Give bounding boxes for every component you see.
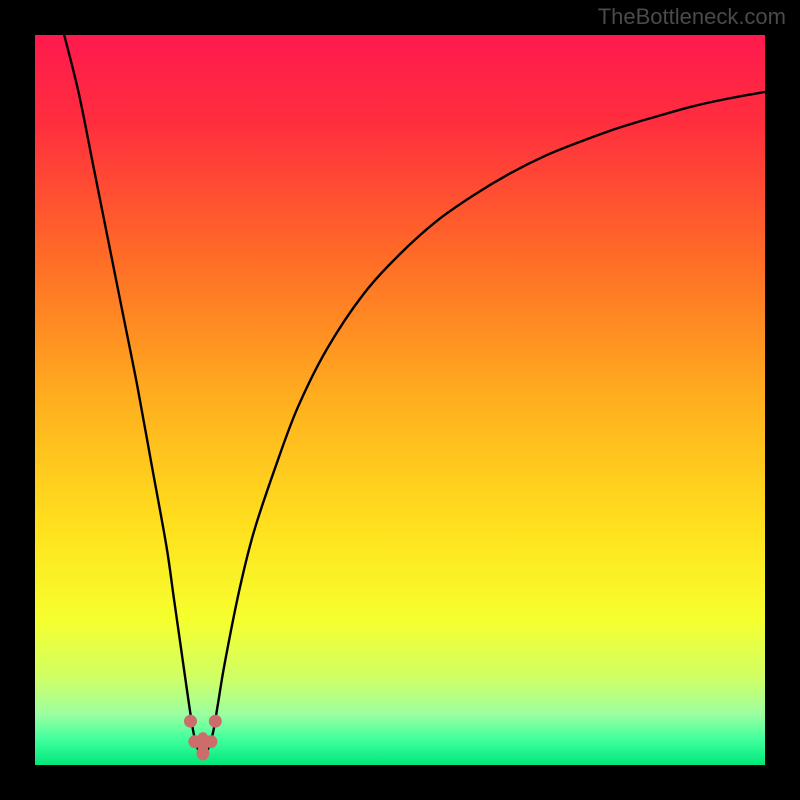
chart-container	[35, 35, 765, 765]
chart-background	[35, 35, 765, 765]
dip-marker-dot	[184, 715, 197, 728]
dip-marker-dot	[188, 735, 201, 748]
dip-marker-dot	[196, 747, 209, 760]
watermark-text: TheBottleneck.com	[598, 4, 786, 30]
bottleneck-curve-chart	[35, 35, 765, 765]
dip-marker-dot	[209, 715, 222, 728]
dip-marker-dot	[204, 735, 217, 748]
